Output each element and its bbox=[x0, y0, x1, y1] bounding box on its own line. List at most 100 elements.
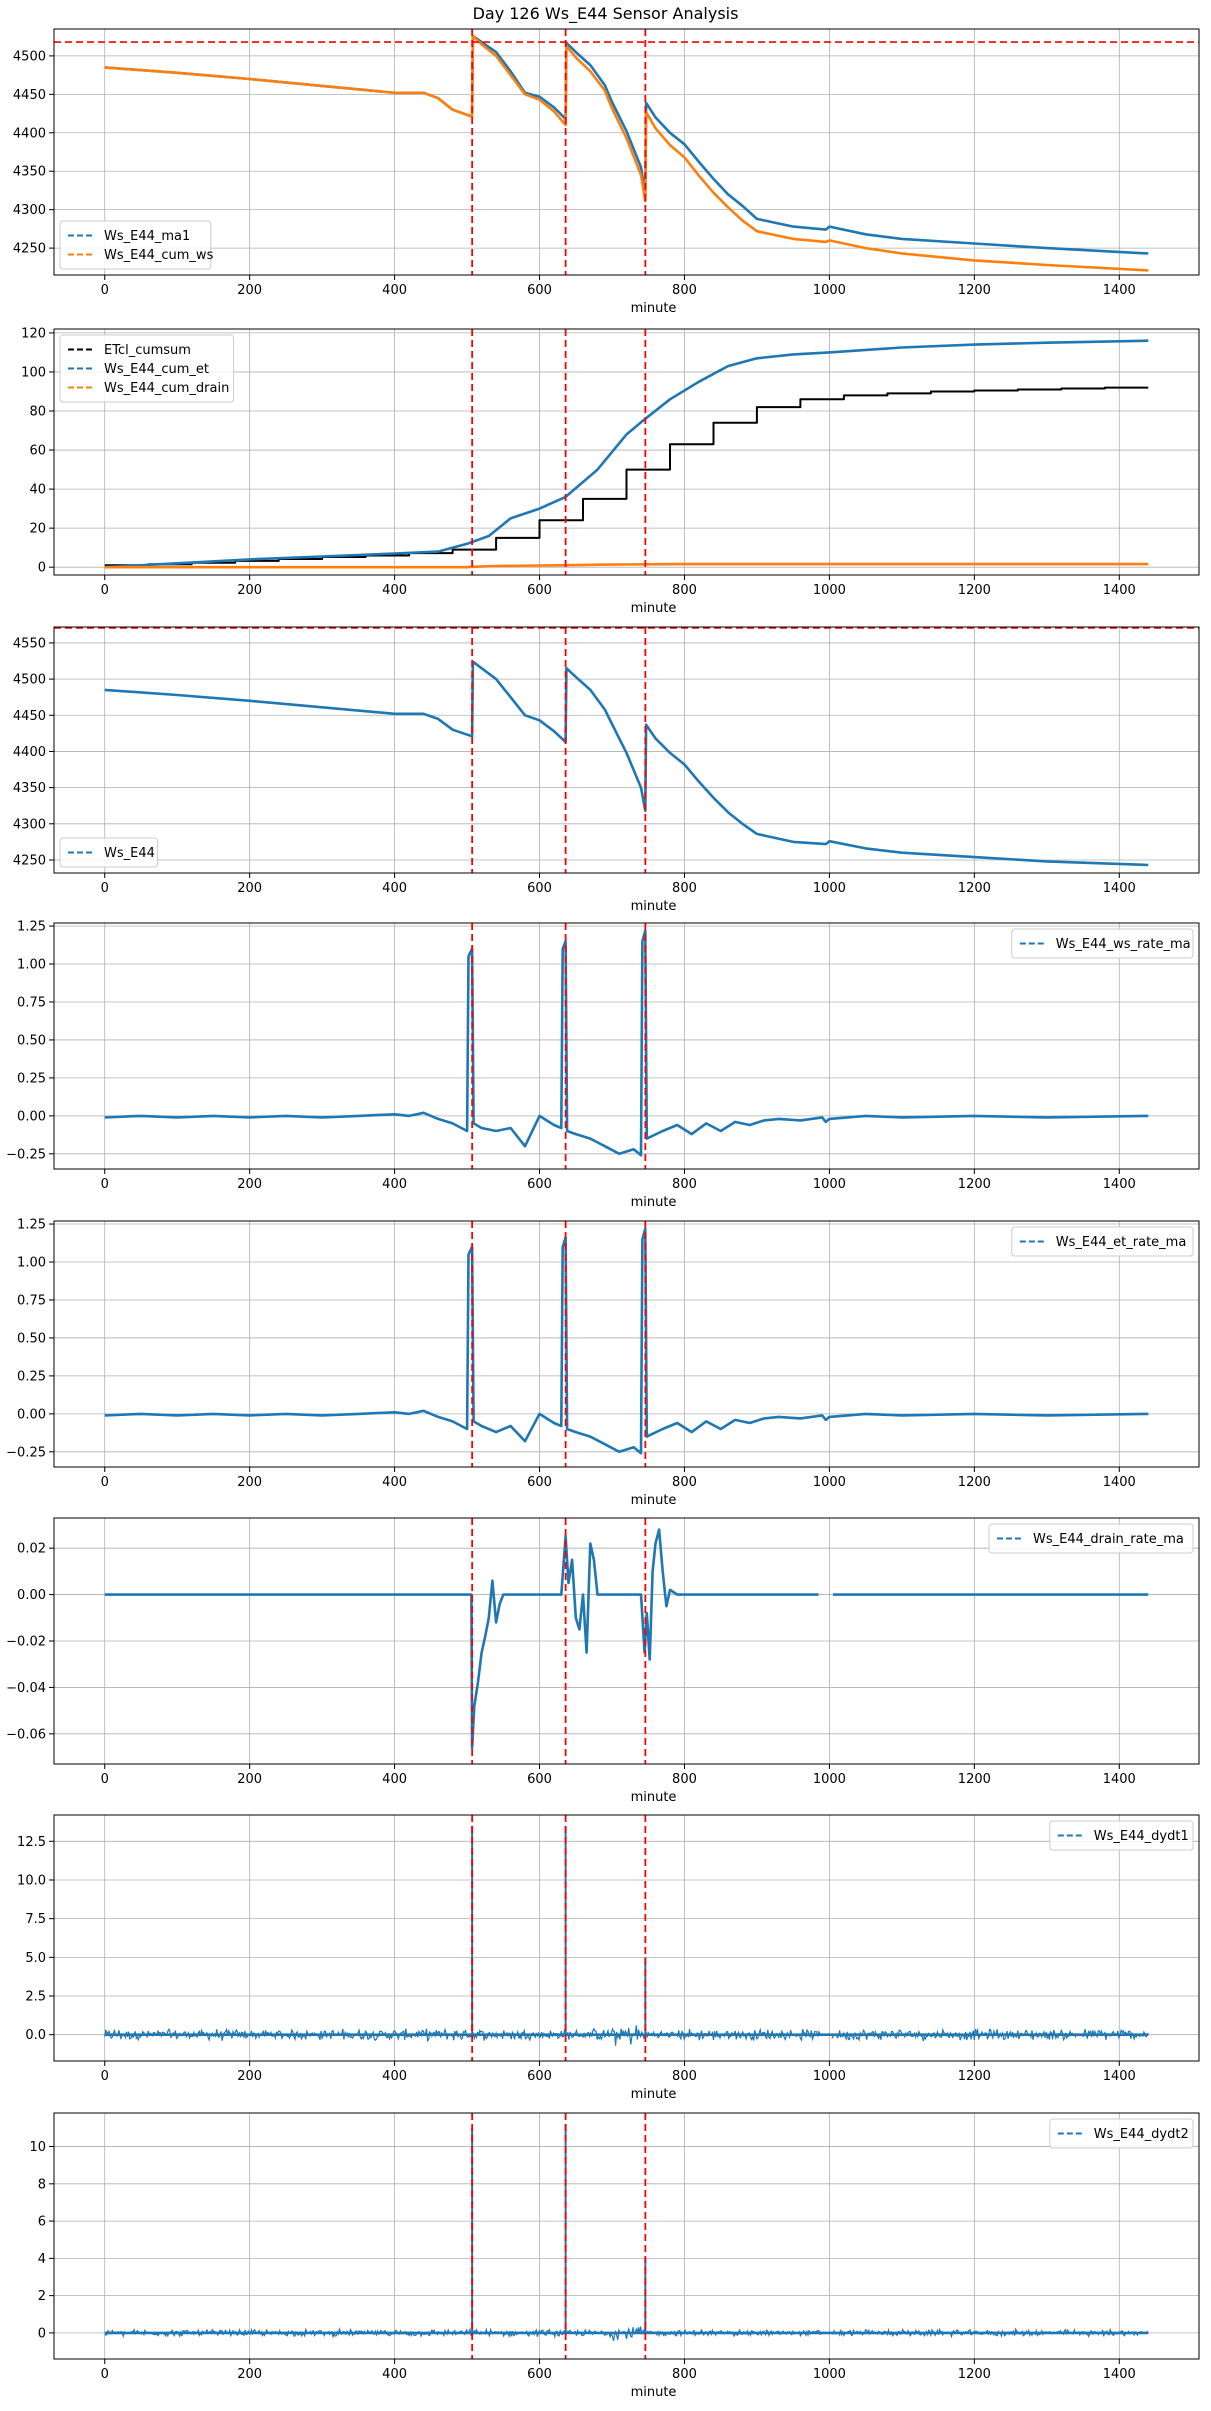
x-tick-label: 1200 bbox=[958, 1772, 991, 1787]
plot-area bbox=[104, 660, 1149, 867]
legend-label: Ws_E44_dydt2 bbox=[1094, 2127, 1189, 2142]
x-tick-label: 1200 bbox=[958, 1475, 991, 1490]
y-tick-label: 10.0 bbox=[17, 1873, 46, 1888]
y-tick-label: 4550 bbox=[13, 636, 46, 651]
y-tick-label: 0.00 bbox=[17, 1109, 46, 1124]
x-axis-label: minute bbox=[631, 2385, 677, 2400]
x-tick-label: 800 bbox=[672, 1772, 697, 1787]
y-tick-label: 0.50 bbox=[17, 1331, 46, 1346]
y-tick-label: 4400 bbox=[13, 126, 46, 141]
plot-area bbox=[104, 1528, 1149, 1750]
axes-frame bbox=[53, 2112, 1200, 2360]
legend: ETcl_cumsum Ws_E44_cum_et Ws_E44_cum_drain bbox=[59, 334, 235, 403]
x-tick-label: 200 bbox=[237, 583, 262, 598]
axes-frame bbox=[53, 328, 1200, 576]
y-tick-label: 0.0 bbox=[25, 2028, 46, 2043]
legend-label: Ws_E44 bbox=[104, 846, 155, 861]
x-tick-label: 1200 bbox=[958, 881, 991, 896]
y-tick-label: 5.0 bbox=[25, 1951, 46, 1966]
y-tick-label: 0.00 bbox=[17, 1407, 46, 1422]
y-tick-label: 1.25 bbox=[17, 920, 46, 935]
subplot-2: 0 200 400 600 800 1000 1200 1400 0 20 40 60 80 100 120… bbox=[21, 326, 1200, 616]
x-tick-label: 1400 bbox=[1103, 2069, 1136, 2084]
y-tick-label: 12.5 bbox=[17, 1835, 46, 1850]
x-tick-label: 600 bbox=[527, 2367, 552, 2382]
x-tick-label: 400 bbox=[382, 1177, 407, 1192]
x-tick-label: 800 bbox=[672, 1177, 697, 1192]
y-tick-label: −0.02 bbox=[6, 1635, 46, 1650]
plot-area bbox=[104, 34, 1149, 272]
x-tick-label: 200 bbox=[237, 2367, 262, 2382]
x-tick-label: 1400 bbox=[1103, 1177, 1136, 1192]
y-tick-label: 0.75 bbox=[17, 995, 46, 1010]
y-tick-label: 0.75 bbox=[17, 1293, 46, 1308]
y-tick-label: 4500 bbox=[13, 673, 46, 688]
y-tick-label: 0.25 bbox=[17, 1071, 46, 1086]
subplot-1: 0 200 400 600 800 1000 1200 1400 4250 4300 4350 440… bbox=[13, 28, 1200, 316]
y-tick-label: 2.5 bbox=[25, 1990, 46, 2005]
x-tick-label: 600 bbox=[527, 1475, 552, 1490]
axes-frame bbox=[53, 28, 1200, 276]
x-tick-label: 0 bbox=[101, 2069, 109, 2084]
legend-label: ETcl_cumsum bbox=[104, 343, 191, 358]
x-tick-label: 400 bbox=[382, 583, 407, 598]
legend-box bbox=[1049, 2118, 1194, 2149]
legend: Ws_E44 bbox=[59, 837, 159, 868]
x-tick-label: 1400 bbox=[1103, 2367, 1136, 2382]
x-tick-label: 800 bbox=[672, 283, 697, 298]
x-tick-label: 800 bbox=[672, 881, 697, 896]
x-tick-label: 200 bbox=[237, 881, 262, 896]
x-axis-label: minute bbox=[631, 601, 677, 616]
x-axis-label: minute bbox=[631, 1493, 677, 1508]
series-line-Ws_E44_et_rate_ma bbox=[104, 1227, 1149, 1455]
series-line-Ws_E44_drain_rate_ma bbox=[104, 1528, 819, 1750]
x-tick-label: 600 bbox=[527, 583, 552, 598]
legend-box bbox=[1049, 1820, 1194, 1851]
legend-label: Ws_E44_cum_drain bbox=[104, 381, 229, 396]
y-tick-label: 0 bbox=[38, 2326, 46, 2341]
axes-frame bbox=[53, 922, 1200, 1170]
legend: Ws_E44_dydt2 bbox=[1049, 2118, 1194, 2149]
series-line-ETcl_cumsum bbox=[104, 386, 1149, 567]
series-line-Ws_E44 bbox=[104, 660, 1149, 867]
x-tick-label: 1000 bbox=[813, 583, 846, 598]
x-tick-label: 800 bbox=[672, 583, 697, 598]
x-tick-label: 400 bbox=[382, 1772, 407, 1787]
legend-label: Ws_E44_et_rate_ma bbox=[1056, 1235, 1187, 1250]
x-tick-label: 1000 bbox=[813, 283, 846, 298]
x-tick-label: 800 bbox=[672, 2069, 697, 2084]
legend-label: Ws_E44_cum_ws bbox=[104, 248, 214, 263]
subplot-6: 0 200 400 600 800 1000 1200 1400 −0.06 −0.04 −0.02… bbox=[6, 1517, 1200, 1805]
plot-area bbox=[104, 1227, 1149, 1455]
y-tick-label: 40 bbox=[29, 483, 46, 498]
x-tick-label: 200 bbox=[237, 283, 262, 298]
x-tick-label: 800 bbox=[672, 1475, 697, 1490]
x-axis-label: minute bbox=[631, 301, 677, 316]
legend-label: Ws_E44_ws_rate_ma bbox=[1056, 937, 1191, 952]
y-tick-label: 7.5 bbox=[25, 1912, 46, 1927]
axes-frame bbox=[53, 1220, 1200, 1468]
x-tick-label: 0 bbox=[101, 583, 109, 598]
x-tick-label: 1200 bbox=[958, 2069, 991, 2084]
x-tick-label: 400 bbox=[382, 2069, 407, 2084]
plot-area bbox=[104, 929, 1149, 1157]
x-tick-label: 1400 bbox=[1103, 881, 1136, 896]
x-tick-label: 0 bbox=[101, 1475, 109, 1490]
y-tick-label: 120 bbox=[21, 326, 46, 341]
x-tick-label: 1200 bbox=[958, 2367, 991, 2382]
x-tick-label: 1000 bbox=[813, 1475, 846, 1490]
axes-frame bbox=[53, 1814, 1200, 2062]
y-tick-label: 0.00 bbox=[17, 1588, 46, 1603]
legend: Ws_E44_drain_rate_ma bbox=[988, 1523, 1194, 1554]
y-tick-label: 1.25 bbox=[17, 1218, 46, 1233]
y-tick-label: 10 bbox=[29, 2140, 46, 2155]
plot-area bbox=[104, 2124, 1149, 2342]
legend: Ws_E44_ws_rate_ma bbox=[1011, 928, 1194, 959]
x-tick-label: 600 bbox=[527, 2069, 552, 2084]
series-line-Ws_E44_cum_et bbox=[104, 339, 1149, 569]
y-tick-label: −0.25 bbox=[6, 1147, 46, 1162]
x-tick-label: 1400 bbox=[1103, 283, 1136, 298]
x-tick-label: 1400 bbox=[1103, 1475, 1136, 1490]
x-tick-label: 1000 bbox=[813, 2069, 846, 2084]
